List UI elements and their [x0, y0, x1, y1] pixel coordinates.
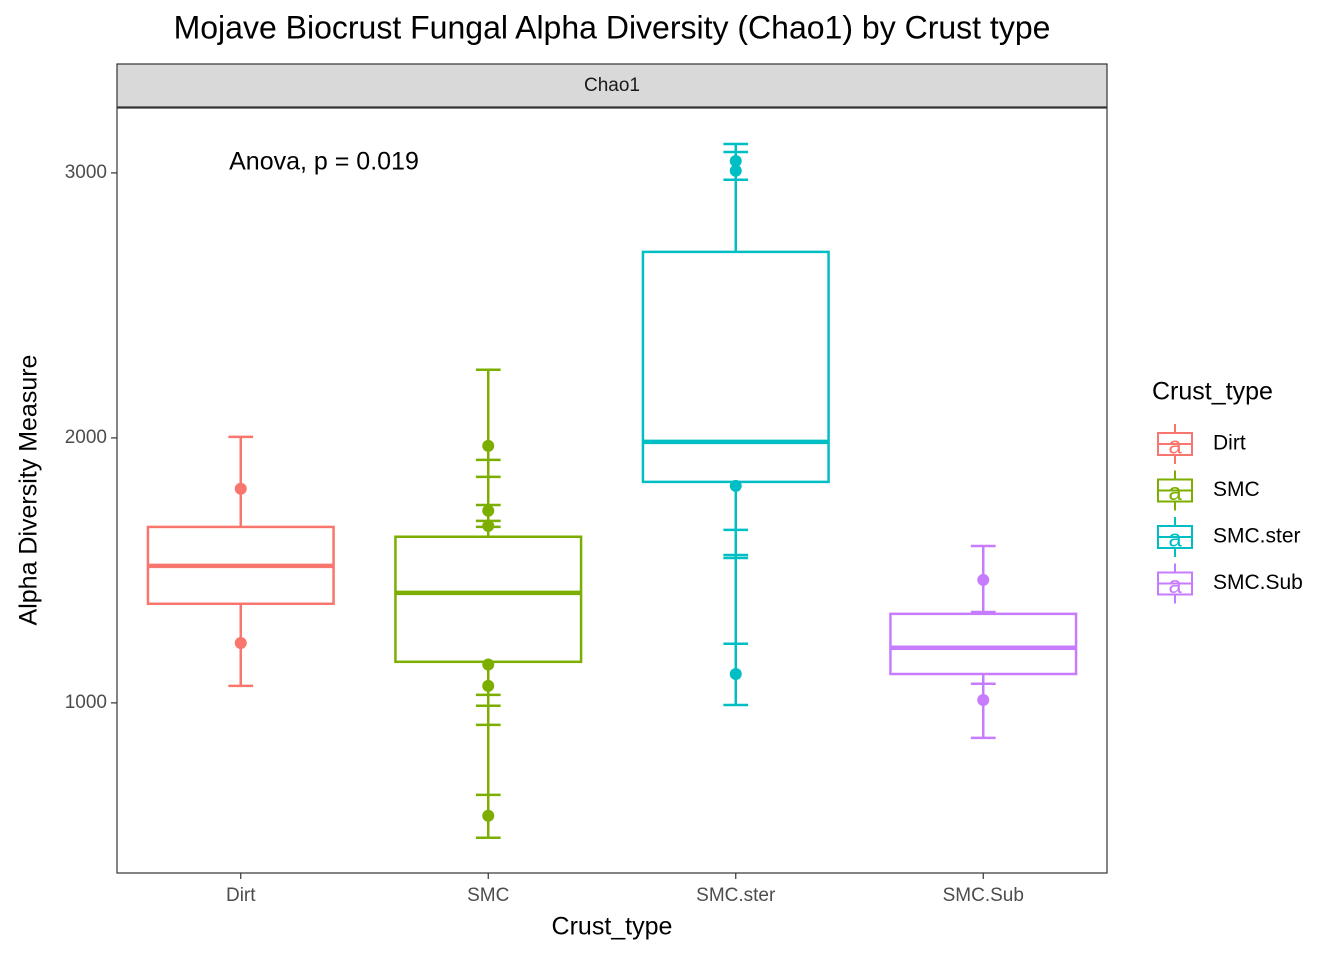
data-point	[729, 154, 742, 167]
box	[394, 535, 583, 664]
legend-label: Dirt	[1213, 432, 1246, 455]
x-axis-title: Crust_type	[552, 913, 673, 941]
y-tick-label: 1000	[65, 692, 107, 713]
data-point	[729, 667, 742, 680]
facet-label: Chao1	[584, 75, 640, 96]
legend-label: SMC.Sub	[1213, 571, 1303, 594]
box	[641, 250, 830, 484]
y-tick-label: 2000	[65, 427, 107, 448]
box	[889, 612, 1078, 676]
x-tick-label: SMC.ster	[696, 885, 776, 906]
data-point	[482, 809, 495, 822]
chart-title: Mojave Biocrust Fungal Alpha Diversity (…	[174, 9, 1051, 45]
x-tick-label: SMC.Sub	[943, 885, 1024, 906]
data-point	[482, 679, 495, 692]
legend-key-glyph: a	[1168, 432, 1182, 459]
annotation: Anova, p = 0.019	[229, 148, 419, 176]
legend-title: Crust_type	[1152, 378, 1273, 406]
data-point	[234, 636, 247, 649]
y-axis-title: Alpha Diversity Measure	[15, 355, 43, 626]
legend-label: SMC	[1213, 478, 1260, 501]
legend-key-glyph: a	[1168, 479, 1182, 506]
x-tick-label: Dirt	[226, 885, 256, 906]
y-tick-label: 3000	[65, 162, 107, 183]
data-point	[482, 658, 495, 671]
legend-key-glyph: a	[1168, 572, 1182, 599]
data-point	[482, 439, 495, 452]
legend-label: SMC.ster	[1213, 525, 1301, 548]
data-point	[234, 482, 247, 495]
data-point	[729, 479, 742, 492]
legend-key-glyph: a	[1168, 525, 1182, 552]
data-point	[729, 164, 742, 177]
data-point	[977, 693, 990, 706]
plot-panel	[116, 107, 1108, 874]
data-point	[977, 573, 990, 586]
x-tick-label: SMC	[467, 885, 509, 906]
data-point	[482, 519, 495, 532]
data-point	[482, 504, 495, 517]
facet-strip	[116, 63, 1108, 108]
